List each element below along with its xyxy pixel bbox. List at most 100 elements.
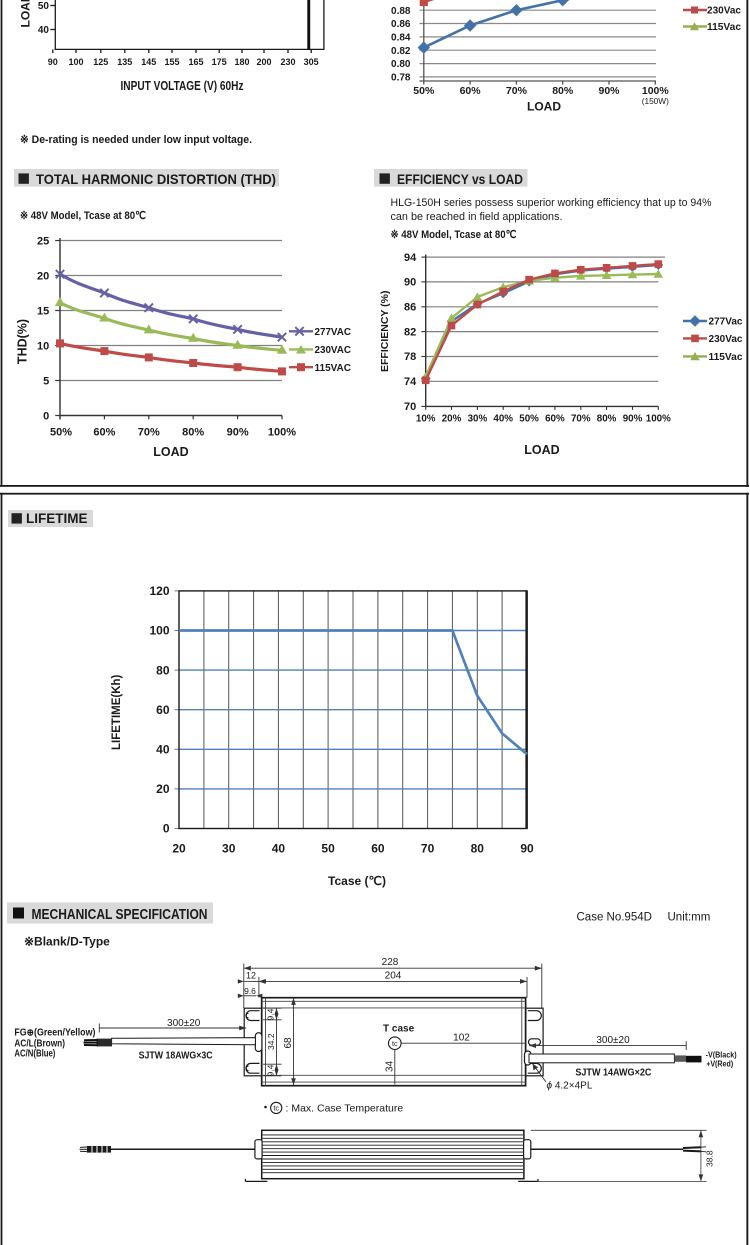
svg-text:EFFICIENCY vs LOAD: EFFICIENCY vs LOAD [397, 171, 523, 187]
svg-text:20: 20 [156, 782, 170, 796]
svg-text:82: 82 [404, 326, 416, 338]
svg-text:277Vac: 277Vac [709, 317, 743, 328]
svg-text:SJTW 14AWG×2C: SJTW 14AWG×2C [575, 1068, 651, 1079]
svg-text:9.6: 9.6 [244, 986, 256, 996]
svg-text:204: 204 [385, 970, 402, 981]
svg-text:50%: 50% [50, 427, 72, 439]
svg-text:50: 50 [38, 1, 50, 12]
svg-text:230VAC: 230VAC [315, 344, 352, 356]
svg-text:115VAC: 115VAC [315, 362, 352, 374]
svg-text:Case No.954D: Case No.954D [577, 912, 652, 924]
svg-text:AC/N(Blue): AC/N(Blue) [14, 1049, 55, 1060]
svg-text:20: 20 [172, 842, 186, 856]
svg-text:60%: 60% [93, 427, 115, 439]
svg-text:0: 0 [43, 411, 49, 423]
svg-text:50%: 50% [413, 85, 435, 97]
svg-text:34.2: 34.2 [266, 1033, 276, 1050]
svg-text:155: 155 [164, 57, 179, 67]
svg-text:LIFETIME(Kh): LIFETIME(Kh) [111, 674, 123, 750]
svg-text:Tcase (℃): Tcase (℃) [328, 874, 386, 888]
svg-text:0.80: 0.80 [391, 59, 411, 70]
svg-text:tc: tc [392, 1039, 398, 1048]
svg-text:70%: 70% [506, 85, 528, 97]
svg-text:-V(Black): -V(Black) [706, 1050, 737, 1060]
svg-text:※ De-rating is needed under lo: ※ De-rating is needed under low input vo… [20, 134, 252, 146]
svg-text:Unit:mm: Unit:mm [668, 912, 711, 924]
svg-text:LOAD: LOAD [527, 100, 561, 114]
svg-text:ϕ 4.2×4PL: ϕ 4.2×4PL [547, 1081, 593, 1092]
svg-text:80%: 80% [182, 427, 204, 439]
svg-text:125: 125 [93, 57, 108, 67]
svg-text:12: 12 [246, 970, 256, 980]
svg-text:230: 230 [280, 57, 295, 67]
svg-text:100%: 100% [642, 85, 670, 97]
svg-text:0.82: 0.82 [391, 46, 411, 57]
svg-text:30%: 30% [468, 414, 488, 425]
svg-text:135: 135 [117, 57, 132, 67]
svg-text:70: 70 [421, 842, 435, 856]
svg-text:40: 40 [38, 25, 50, 36]
svg-text:FG⊕(Green/Yellow): FG⊕(Green/Yellow) [14, 1027, 95, 1038]
svg-text:90%: 90% [623, 414, 643, 425]
svg-text:tc: tc [273, 1103, 279, 1112]
svg-text:90%: 90% [227, 427, 249, 439]
svg-text:115Vac: 115Vac [707, 22, 741, 33]
svg-text:25: 25 [37, 236, 49, 248]
svg-text:90: 90 [520, 842, 534, 856]
svg-text:305: 305 [304, 57, 319, 67]
svg-text:34: 34 [385, 1060, 396, 1072]
svg-text:100: 100 [149, 624, 169, 638]
svg-text:78: 78 [404, 351, 416, 363]
svg-text:20: 20 [37, 271, 49, 283]
svg-text:100%: 100% [268, 427, 296, 439]
svg-text:0.84: 0.84 [391, 33, 411, 44]
svg-text:40%: 40% [493, 414, 513, 425]
svg-text:0.88: 0.88 [391, 6, 411, 17]
svg-text:+V(Red): +V(Red) [706, 1059, 733, 1069]
svg-text:TOTAL HARMONIC DISTORTION (THD: TOTAL HARMONIC DISTORTION (THD) [36, 171, 276, 187]
svg-text:9.4: 9.4 [266, 1008, 276, 1020]
svg-text:15: 15 [37, 306, 49, 318]
svg-text:0: 0 [163, 822, 170, 836]
svg-text:230Vac: 230Vac [709, 334, 743, 345]
svg-text:90: 90 [404, 277, 416, 289]
svg-text:MECHANICAL SPECIFICATION: MECHANICAL SPECIFICATION [32, 907, 208, 923]
svg-text:70%: 70% [138, 427, 160, 439]
svg-text:230Vac: 230Vac [707, 6, 741, 17]
svg-text:102: 102 [453, 1033, 470, 1044]
svg-text:30: 30 [222, 842, 236, 856]
svg-text:74: 74 [404, 376, 417, 388]
svg-text:60%: 60% [545, 414, 565, 425]
svg-text:20%: 20% [442, 414, 462, 425]
svg-text:228: 228 [382, 957, 399, 968]
svg-text:(150W): (150W) [642, 96, 669, 106]
svg-text:100: 100 [68, 57, 83, 67]
svg-text:300±20: 300±20 [596, 1035, 630, 1046]
svg-text:50: 50 [321, 842, 335, 856]
svg-text:175: 175 [212, 57, 227, 67]
svg-text:40: 40 [156, 743, 170, 757]
svg-text:38.8: 38.8 [705, 1150, 715, 1167]
svg-text:can be reached in field applic: can be reached in field applications. [391, 211, 563, 223]
svg-text:SJTW 18AWG×3C: SJTW 18AWG×3C [139, 1051, 213, 1062]
svg-text:※ 48V Model, Tcase at 80℃: ※ 48V Model, Tcase at 80℃ [391, 229, 517, 241]
svg-text:5: 5 [43, 376, 49, 388]
svg-text:94: 94 [404, 252, 417, 264]
svg-text:LIFETIME: LIFETIME [26, 511, 88, 526]
svg-text:80%: 80% [552, 85, 574, 97]
svg-text:0.86: 0.86 [391, 19, 411, 30]
svg-text:INPUT VOLTAGE (V) 60Hz: INPUT VOLTAGE (V) 60Hz [121, 79, 244, 93]
svg-text:80: 80 [471, 842, 485, 856]
svg-text:LOAD: LOAD [524, 443, 559, 457]
svg-text:HLG-150H series possess superi: HLG-150H series possess superior working… [391, 197, 712, 209]
svg-text:: Max. Case Temperature: : Max. Case Temperature [286, 1103, 404, 1115]
svg-text:120: 120 [149, 584, 169, 598]
svg-text:T case: T case [383, 1024, 415, 1035]
svg-text:60: 60 [371, 842, 385, 856]
svg-text:200: 200 [256, 57, 271, 67]
svg-text:50%: 50% [519, 414, 539, 425]
svg-text:10: 10 [37, 341, 49, 353]
svg-text:90%: 90% [598, 85, 620, 97]
svg-text:80: 80 [156, 663, 170, 677]
svg-text:100%: 100% [646, 414, 671, 425]
